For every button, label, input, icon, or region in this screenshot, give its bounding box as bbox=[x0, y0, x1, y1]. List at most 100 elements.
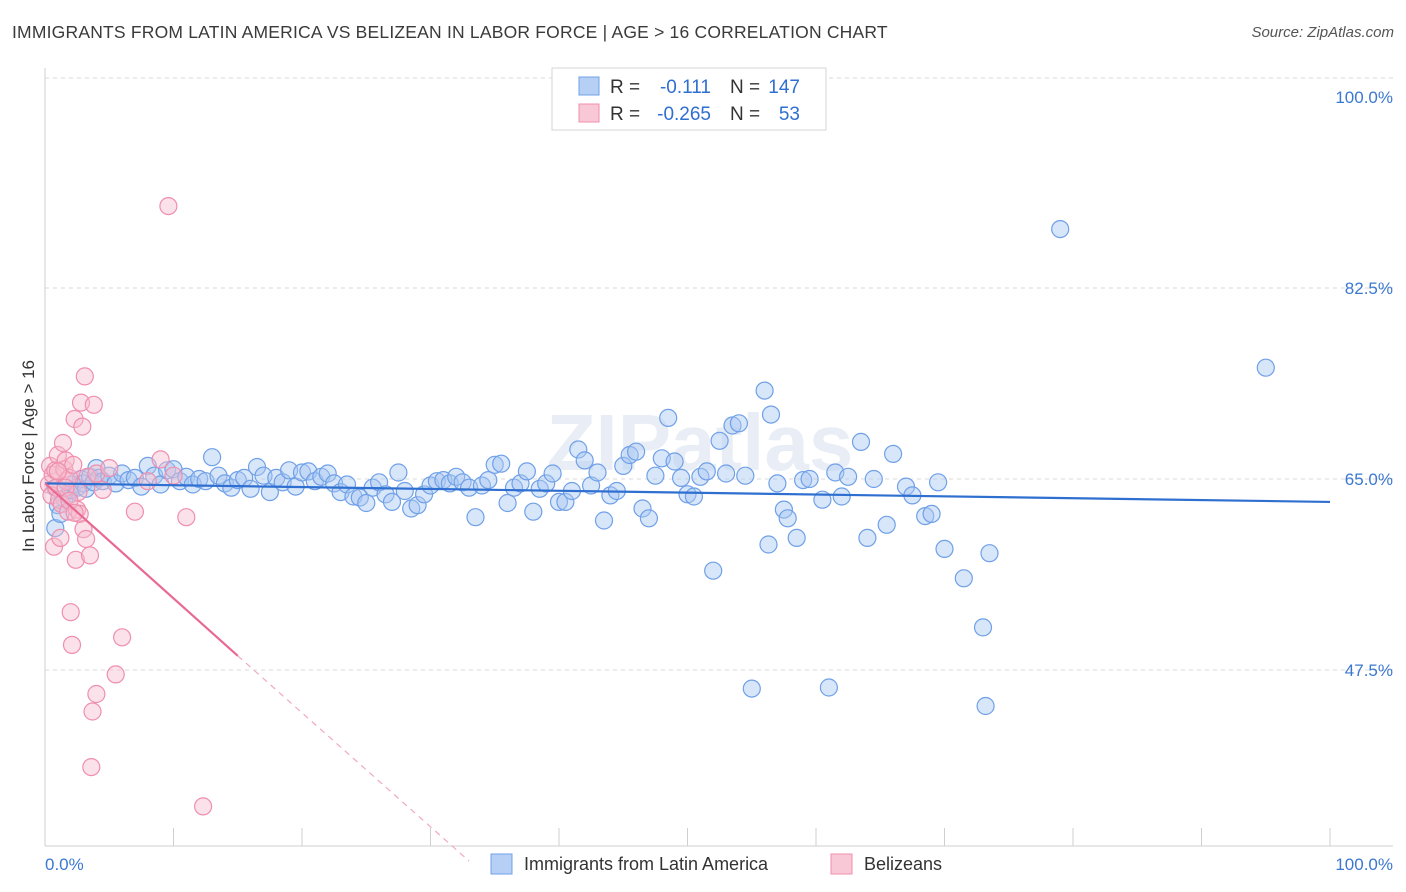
point-belizean-35 bbox=[87, 684, 106, 704]
point-belizean-37 bbox=[93, 480, 112, 499]
point-latin-america-131 bbox=[838, 467, 858, 486]
point-latin-america-110 bbox=[697, 462, 716, 481]
point-belizean-28 bbox=[75, 367, 94, 386]
point-latin-america-78 bbox=[492, 454, 511, 473]
point-latin-america-145 bbox=[976, 696, 995, 716]
point-latin-america-141 bbox=[928, 473, 948, 492]
point-latin-america-130 bbox=[832, 487, 851, 506]
point-latin-america-133 bbox=[858, 528, 877, 548]
point-latin-america-119 bbox=[759, 535, 778, 554]
point-latin-america-36 bbox=[222, 478, 241, 497]
trend-line-latin-america bbox=[44, 482, 1331, 504]
point-latin-america-128 bbox=[819, 678, 839, 697]
point-belizean-33 bbox=[83, 702, 102, 721]
point-latin-america-148 bbox=[1256, 358, 1275, 377]
point-belizean-34 bbox=[84, 395, 103, 414]
bottom-legend-swatch-0 bbox=[490, 853, 513, 875]
point-latin-america-121 bbox=[768, 474, 787, 493]
point-latin-america-76 bbox=[479, 471, 498, 490]
point-belizean-31 bbox=[80, 546, 100, 565]
bottom-legend-label-1: Belizeans bbox=[864, 854, 942, 874]
point-latin-america-33 bbox=[203, 448, 222, 467]
point-belizean-21 bbox=[66, 550, 85, 569]
point-latin-america-108 bbox=[684, 487, 704, 506]
grid-lines bbox=[45, 77, 1393, 671]
point-latin-america-120 bbox=[761, 405, 781, 424]
point-latin-america-142 bbox=[935, 539, 954, 559]
point-latin-america-116 bbox=[736, 466, 755, 485]
point-belizean-26 bbox=[73, 417, 92, 436]
point-latin-america-144 bbox=[973, 618, 993, 637]
point-latin-america-90 bbox=[569, 440, 588, 459]
y-tick-label-0: 100.0% bbox=[1335, 88, 1393, 107]
point-belizean-39 bbox=[106, 665, 125, 684]
point-belizean-47 bbox=[194, 797, 213, 816]
bottom-legend-swatch-1 bbox=[830, 853, 853, 875]
point-latin-america-93 bbox=[588, 463, 607, 482]
point-latin-america-124 bbox=[787, 528, 806, 548]
point-latin-america-134 bbox=[864, 469, 883, 489]
point-belizean-46 bbox=[177, 508, 196, 527]
point-latin-america-117 bbox=[742, 679, 761, 698]
point-latin-america-147 bbox=[1051, 220, 1070, 239]
point-latin-america-140 bbox=[922, 504, 941, 524]
point-belizean-44 bbox=[159, 197, 178, 216]
point-latin-america-79 bbox=[498, 493, 517, 513]
point-belizean-18 bbox=[62, 635, 82, 655]
point-latin-america-51 bbox=[318, 464, 337, 483]
legend-n-value-0: 147 bbox=[768, 77, 800, 98]
point-latin-america-74 bbox=[466, 508, 485, 527]
legend-r-value-0: -0.111 bbox=[660, 77, 711, 98]
point-latin-america-70 bbox=[440, 474, 459, 493]
legend-swatch-series-1 bbox=[578, 103, 600, 123]
point-latin-america-125 bbox=[793, 471, 813, 490]
trend-lines bbox=[44, 482, 1331, 862]
point-belizean-45 bbox=[164, 466, 183, 485]
point-latin-america-126 bbox=[800, 469, 819, 489]
chart-title: IMMIGRANTS FROM LATIN AMERICA VS BELIZEA… bbox=[12, 22, 888, 42]
legend-n-label-0: N = bbox=[730, 77, 760, 98]
point-latin-america-60 bbox=[376, 485, 395, 504]
series-belizeans bbox=[39, 197, 213, 816]
legend-r-value-1: -0.265 bbox=[657, 104, 711, 125]
point-latin-america-77 bbox=[485, 455, 504, 474]
legend-n-value-1: 53 bbox=[779, 104, 800, 125]
point-belizean-40 bbox=[112, 628, 132, 647]
x-tick-label-right: 100.0% bbox=[1335, 855, 1393, 874]
point-belizean-29 bbox=[76, 529, 96, 549]
point-latin-america-112 bbox=[710, 431, 729, 450]
point-latin-america-83 bbox=[524, 502, 543, 521]
y-tick-label-1: 82.5% bbox=[1345, 279, 1393, 298]
axes bbox=[44, 68, 1393, 847]
point-latin-america-97 bbox=[614, 456, 633, 475]
point-latin-america-99 bbox=[626, 442, 646, 461]
y-tick-label-3: 47.5% bbox=[1345, 661, 1393, 680]
point-belizean-42 bbox=[138, 472, 157, 491]
point-latin-america-106 bbox=[671, 468, 691, 487]
point-belizean-49 bbox=[60, 491, 79, 510]
point-belizean-50 bbox=[65, 503, 84, 522]
point-latin-america-146 bbox=[980, 544, 999, 563]
point-belizean-9 bbox=[51, 528, 70, 548]
point-latin-america-118 bbox=[755, 381, 774, 400]
point-latin-america-62 bbox=[389, 463, 408, 482]
point-latin-america-123 bbox=[778, 509, 797, 528]
point-latin-america-105 bbox=[665, 452, 684, 471]
bottom-legend-label-0: Immigrants from Latin America bbox=[524, 854, 769, 874]
legend-swatch-series-0 bbox=[578, 76, 600, 96]
point-latin-america-111 bbox=[704, 561, 723, 580]
y-tick-label-2: 65.0% bbox=[1345, 470, 1393, 489]
point-latin-america-122 bbox=[774, 500, 794, 519]
x-tick-label-left: 0.0% bbox=[45, 855, 84, 874]
point-belizean-20 bbox=[65, 409, 84, 429]
legend-r-label-0: R = bbox=[610, 77, 640, 98]
trend-line-belizean bbox=[44, 482, 239, 657]
chart-source: Source: ZipAtlas.com bbox=[1251, 24, 1394, 41]
y-axis-title: In Labor Force | Age > 16 bbox=[19, 360, 38, 552]
point-latin-america-61 bbox=[382, 492, 402, 511]
y-tick-labels: 100.0% 82.5% 65.0% 47.5% bbox=[1335, 88, 1393, 680]
point-latin-america-100 bbox=[633, 499, 652, 518]
point-latin-america-85 bbox=[537, 474, 556, 493]
point-latin-america-39 bbox=[241, 479, 260, 498]
